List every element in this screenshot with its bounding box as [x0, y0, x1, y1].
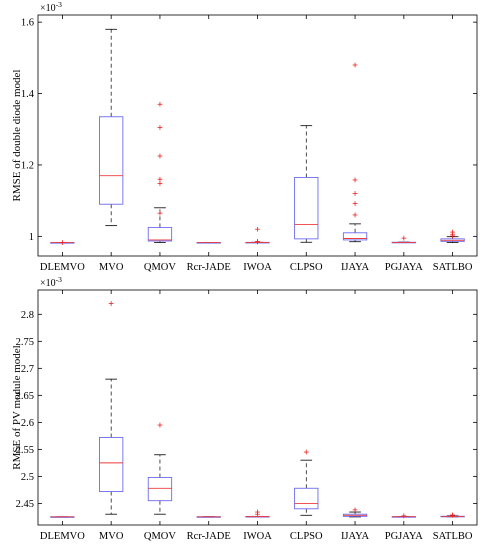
box-clpso	[294, 125, 319, 243]
outlier-marker	[303, 449, 309, 455]
panel-0: 1 1.2 1.4 1.6 ×10-3 RMSE of double diode mode…	[11, 0, 478, 273]
outlier-marker	[450, 512, 456, 518]
y-tick-label: 2.65	[16, 391, 34, 402]
y-tick-label: 1.4	[21, 89, 35, 100]
box-body	[147, 477, 173, 502]
box-iwoa	[245, 509, 270, 518]
box-ijaya	[342, 62, 368, 243]
box-dlemvo	[50, 516, 75, 518]
x-tick-label: Rcr-JADE	[187, 262, 231, 273]
y-tick-label: 2.8	[21, 310, 34, 321]
box-clpso	[294, 449, 319, 516]
outlier-marker	[352, 62, 358, 68]
outlier-marker	[108, 301, 114, 306]
y-exponent-label: ×10-3	[40, 275, 62, 289]
outlier-marker	[255, 239, 260, 245]
box-ijaya	[342, 507, 368, 518]
box-body	[147, 226, 173, 242]
box-pgjaya	[391, 235, 416, 244]
x-tick-label: Rcr-JADE	[187, 531, 231, 542]
box-rcr-jade	[196, 242, 221, 244]
x-tick-label: IWOA	[243, 531, 272, 542]
y-tick-label: 2.45	[16, 499, 34, 510]
outlier-marker	[255, 226, 260, 232]
box-satlbo	[440, 229, 465, 244]
x-tick-label: MVO	[99, 262, 124, 273]
outlier-marker	[352, 212, 358, 218]
x-tick-label: SATLBO	[433, 262, 473, 273]
y-tick-label: 2.75	[16, 337, 34, 348]
outlier-marker	[157, 181, 163, 186]
outlier-marker	[352, 177, 358, 183]
box-rcr-jade	[196, 516, 221, 518]
x-tick-label: CLPSO	[290, 262, 323, 273]
exponent-power: -3	[56, 275, 62, 284]
x-tick-label: PGJAYA	[385, 262, 424, 273]
plot-frame	[37, 289, 478, 526]
box-qmov	[147, 101, 173, 243]
outlier-marker	[157, 176, 163, 182]
y-tick-label: 2.5	[21, 472, 34, 483]
y-exponent-label: ×10-3	[40, 0, 62, 14]
x-tick-label: IWOA	[243, 262, 272, 273]
box-body	[342, 232, 368, 241]
x-tick-label: QMOV	[144, 262, 177, 273]
y-tick-label: 2.55	[16, 445, 34, 456]
y-tick-label: 1.2	[21, 160, 34, 171]
outlier-marker	[59, 240, 65, 245]
outlier-marker	[401, 235, 407, 241]
box-pgjaya	[391, 513, 416, 519]
x-tick-label: PGJAYA	[385, 531, 424, 542]
y-tick-label: 1	[29, 232, 34, 243]
box-satlbo	[440, 512, 465, 518]
outlier-marker	[450, 233, 456, 239]
y-tick-label: 1.6	[21, 18, 34, 29]
outlier-marker	[157, 101, 163, 107]
x-tick-label: IJAYA	[341, 262, 370, 273]
exponent-base: ×10	[40, 3, 56, 14]
x-tick-label: IJAYA	[341, 531, 370, 542]
outlier-marker	[157, 125, 163, 130]
outlier-marker	[157, 210, 163, 216]
x-tick-label: QMOV	[144, 531, 177, 542]
outlier-marker	[255, 511, 260, 517]
box-qmov	[147, 422, 173, 515]
x-tick-label: MVO	[99, 531, 124, 542]
outlier-marker	[352, 201, 358, 206]
outlier-marker	[157, 422, 163, 428]
panel-1: 2.45 2.5 2.55 2.6 2.65 2.7 2.75 2.8 ×10-3 RMSE of…	[11, 275, 478, 542]
box-dlemvo	[50, 240, 75, 245]
y-tick-label: 2.7	[21, 364, 34, 375]
x-tick-label: DLEMVO	[40, 262, 85, 273]
plot-frame	[37, 14, 478, 257]
box-body	[99, 437, 124, 492]
outlier-marker	[157, 153, 163, 159]
box-body	[99, 116, 124, 205]
outlier-marker	[352, 507, 358, 513]
y-axis-label: RMSE of PV module model	[11, 345, 23, 469]
outlier-marker	[401, 513, 407, 519]
exponent-base: ×10	[40, 278, 56, 289]
y-axis-label: RMSE of double diode model	[11, 70, 23, 202]
x-tick-label: DLEMVO	[40, 531, 85, 542]
box-iwoa	[245, 226, 270, 245]
outlier-marker	[352, 191, 358, 196]
x-tick-label: CLPSO	[290, 531, 323, 542]
box-body	[294, 177, 319, 240]
box-mvo	[99, 28, 124, 227]
exponent-power: -3	[56, 0, 62, 9]
x-tick-label: SATLBO	[433, 531, 473, 542]
box-body	[294, 487, 319, 510]
y-tick-label: 2.6	[21, 418, 34, 429]
box-mvo	[99, 301, 124, 515]
